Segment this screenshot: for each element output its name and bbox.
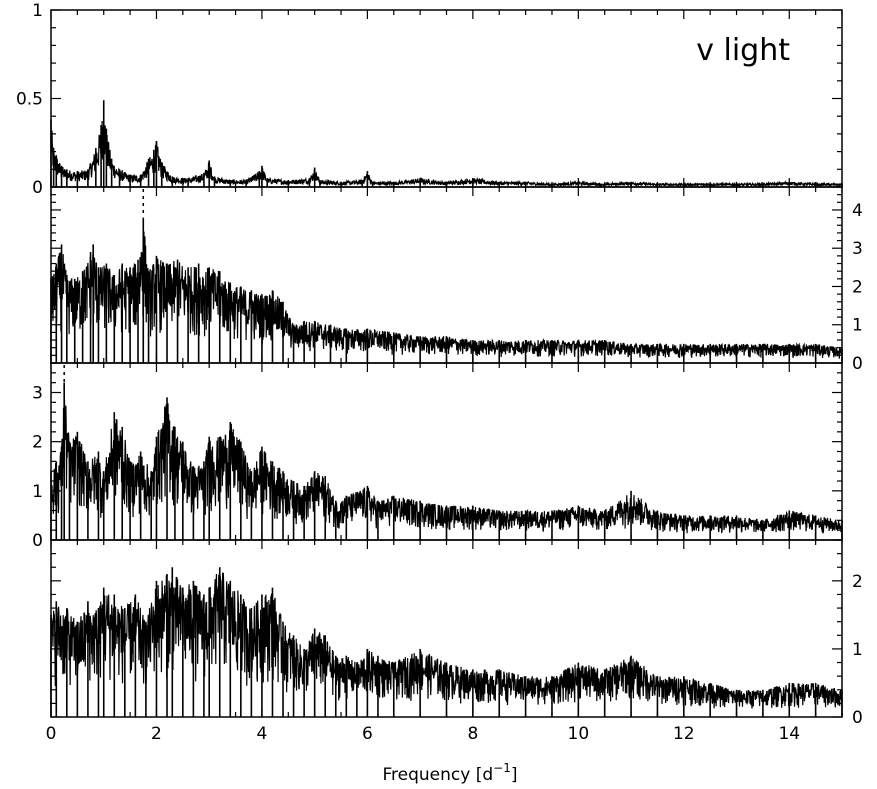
- y-tick-label: 0: [32, 531, 43, 551]
- panel-3: 0 1 2 3: [32, 362, 843, 551]
- y-tick-label: 0: [32, 178, 43, 198]
- x-axis-title-main: Frequency [d: [383, 765, 494, 785]
- x-tick-label: 2: [151, 724, 162, 744]
- y-tick-label: 2: [852, 277, 863, 297]
- x-tick-label: 14: [778, 724, 800, 744]
- y-tick-label: 1: [32, 482, 43, 502]
- y-tick-label: 3: [852, 239, 863, 259]
- panel-annotation: v light: [696, 33, 790, 68]
- y-tick-label: 2: [32, 433, 43, 453]
- x-tick-label: 10: [568, 724, 590, 744]
- y-tick-label: 1: [32, 1, 43, 21]
- y-tick-label: 1: [852, 640, 863, 660]
- x-axis-title: Frequency [d−1]: [383, 761, 518, 785]
- y-tick-label: 0: [852, 708, 863, 728]
- panel-1: 0 0.5 1 v light: [16, 1, 843, 198]
- y-tick-label: 0.5: [16, 90, 43, 110]
- x-axis-title-exponent: −1: [493, 761, 511, 775]
- x-tick-label: 8: [467, 724, 478, 744]
- y-tick-label: 3: [32, 384, 43, 404]
- x-axis-title-end: ]: [511, 765, 518, 785]
- x-tick-label: 12: [673, 724, 695, 744]
- spectrum-line: [50, 120, 843, 189]
- x-tick-label: 0: [46, 724, 57, 744]
- y-tick-label: 1: [852, 316, 863, 336]
- panel-2: 0 1 2 3 4: [50, 186, 863, 374]
- x-tick-label: 4: [257, 724, 268, 744]
- y-tick-label: 2: [852, 572, 863, 592]
- y-tick-label: 0: [852, 354, 863, 374]
- x-tick-label: 6: [362, 724, 373, 744]
- y-tick-label: 4: [852, 201, 863, 221]
